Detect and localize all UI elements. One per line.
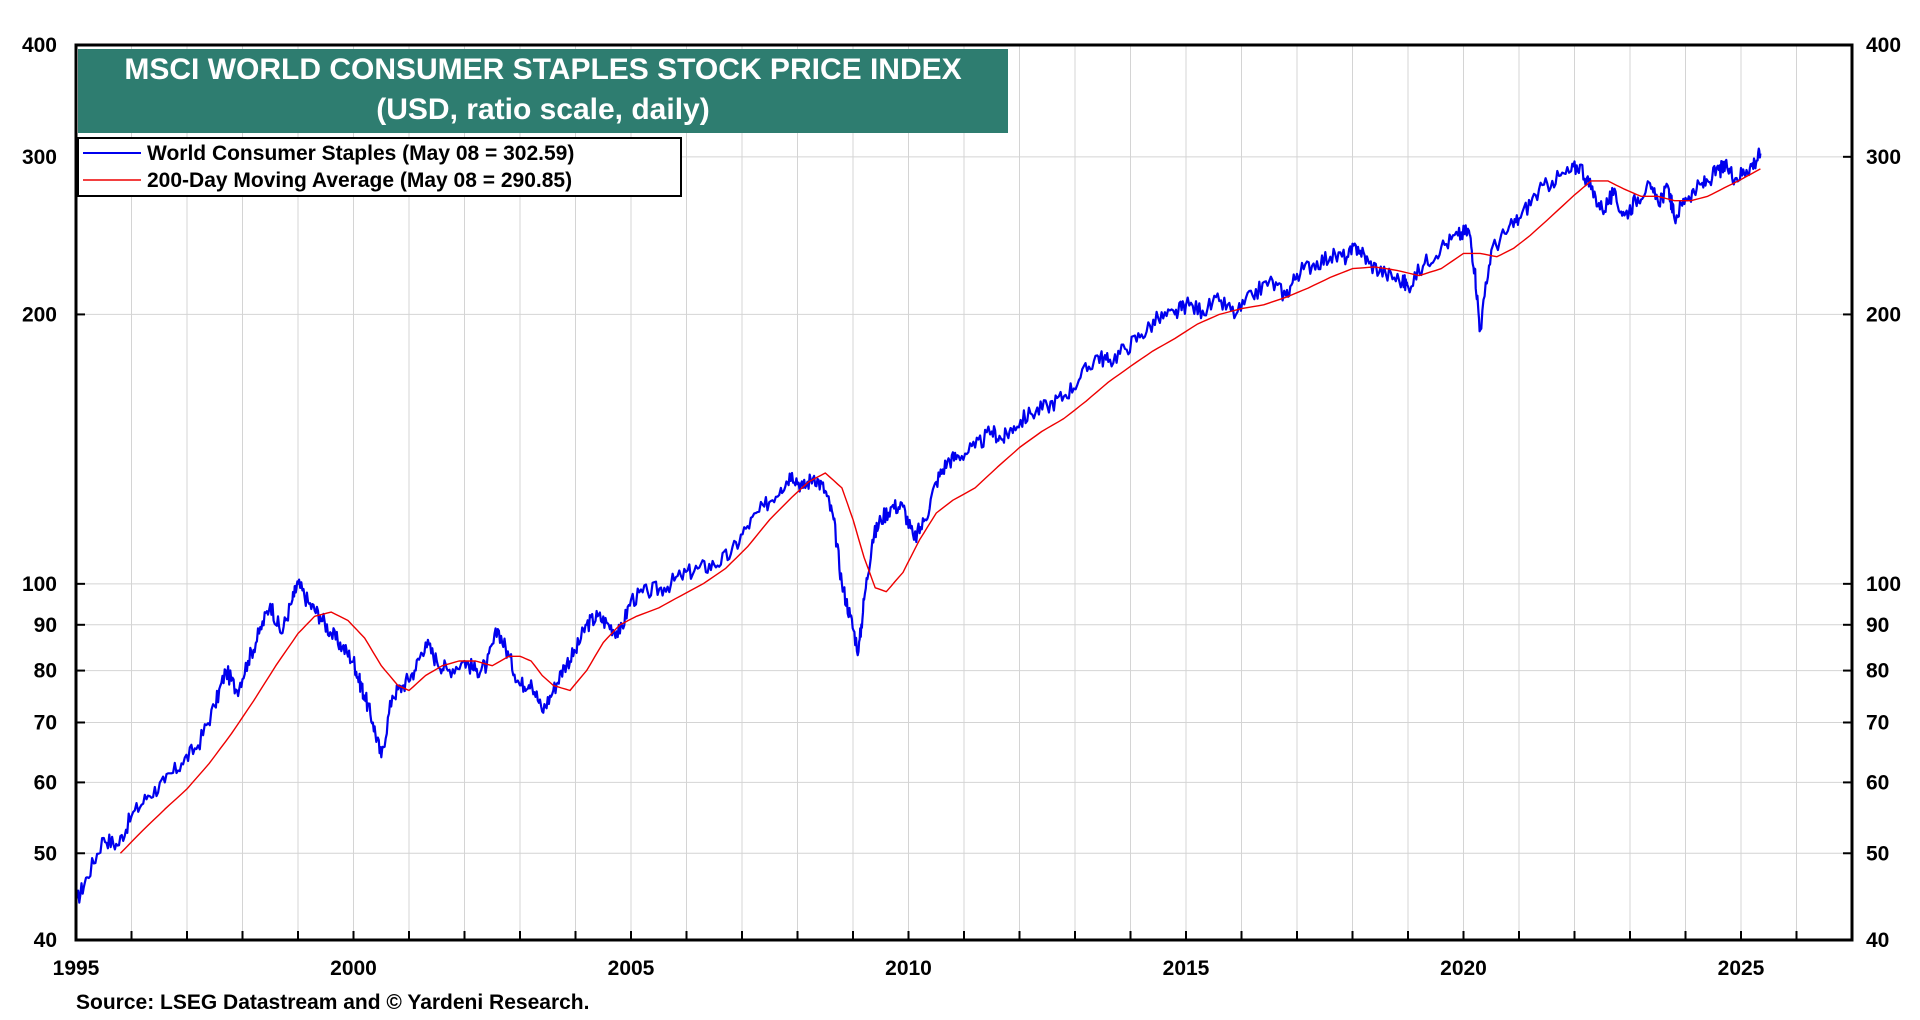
y-tick-label-left: 40 [34, 929, 57, 952]
x-tick-label: 2000 [330, 957, 377, 980]
legend-item-average: 200-Day Moving Average (May 08 = 290.85) [147, 169, 572, 192]
x-tick-label: 2005 [608, 957, 655, 980]
y-tick-label-left: 90 [34, 614, 57, 637]
x-tick-label: 2015 [1163, 957, 1210, 980]
chart-title: MSCI WORLD CONSUMER STAPLES STOCK PRICE … [124, 53, 961, 86]
legend-box [77, 137, 682, 197]
y-tick-label-left: 400 [22, 34, 57, 57]
series-layer [74, 147, 1762, 904]
x-tick-label: 2025 [1718, 957, 1765, 980]
y-tick-label-right: 40 [1866, 929, 1889, 952]
y-tick-label-right: 200 [1866, 303, 1901, 326]
x-tick-label: 2020 [1440, 957, 1487, 980]
source-note: Source: LSEG Datastream and © Yardeni Re… [76, 991, 589, 1014]
legend-item-staples: World Consumer Staples (May 08 = 302.59) [147, 142, 574, 165]
axis-layer: 40 40 50 50 60 60 70 70 80 80 90 90 100 100 200 200 300 3… [22, 34, 1901, 980]
y-tick-label-left: 100 [22, 573, 57, 596]
y-tick-label-right: 300 [1866, 146, 1901, 169]
y-tick-label-right: 80 [1866, 660, 1889, 683]
y-tick-label-left: 200 [22, 303, 57, 326]
y-tick-label-left: 70 [34, 711, 57, 734]
y-tick-label-left: 80 [34, 660, 57, 683]
y-tick-label-right: 100 [1866, 573, 1901, 596]
y-tick-label-left: 300 [22, 146, 57, 169]
title-box: MSCI WORLD CONSUMER STAPLES STOCK PRICE … [78, 49, 1008, 133]
title-background [78, 49, 1008, 133]
y-tick-label-right: 50 [1866, 842, 1889, 865]
y-tick-label-left: 50 [34, 842, 57, 865]
series-line-moving-average [119, 168, 1761, 854]
x-tick-label: 1995 [53, 957, 100, 980]
legend: World Consumer Staples (May 08 = 302.59)… [77, 137, 682, 197]
y-tick-label-left: 60 [34, 771, 57, 794]
chart-subtitle: (USD, ratio scale, daily) [376, 93, 709, 126]
y-tick-label-right: 70 [1866, 711, 1889, 734]
series-line-staples [74, 147, 1762, 904]
x-tick-label: 2010 [885, 957, 932, 980]
y-tick-label-right: 60 [1866, 771, 1889, 794]
y-tick-label-right: 400 [1866, 34, 1901, 57]
y-tick-label-right: 90 [1866, 614, 1889, 637]
